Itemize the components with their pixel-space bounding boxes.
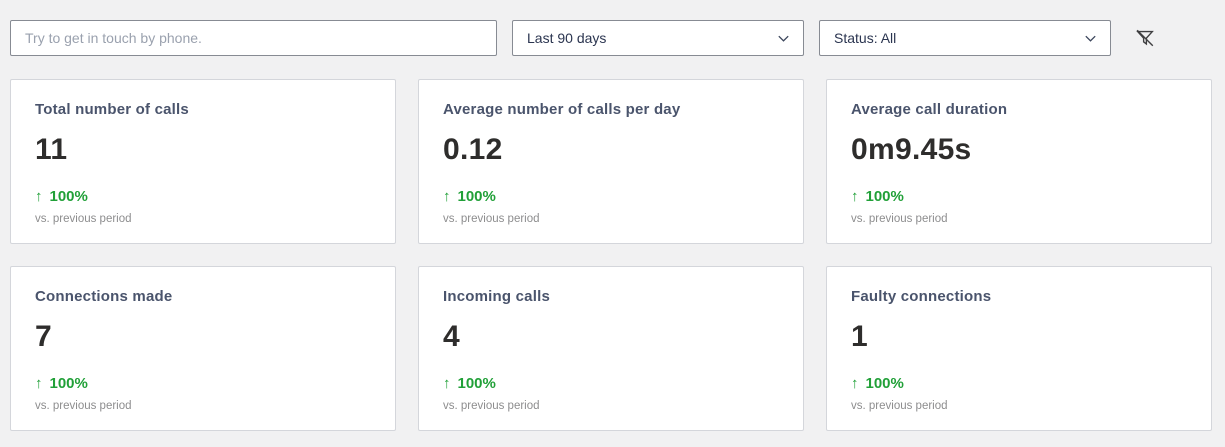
card-title: Average number of calls per day [443,101,681,118]
phone-search-input[interactable] [10,20,497,56]
trend-value: 100% [457,188,496,205]
arrow-up-icon: ↑ [443,375,451,392]
trend-value: 100% [49,188,88,205]
stat-card-avg-call-duration: Average call duration 0m9.45s ↑ 100% vs.… [826,79,1212,244]
card-title: Faulty connections [851,288,992,305]
filters-toolbar: Last 90 days Status: All [10,20,1212,56]
arrow-up-icon: ↑ [851,375,859,392]
arrow-up-icon: ↑ [35,375,43,392]
trend-indicator: ↑ 100% [851,188,1187,205]
card-title: Connections made [35,288,173,305]
comparison-caption: vs. previous period [851,213,948,225]
trend-value: 100% [865,188,904,205]
arrow-up-icon: ↑ [851,188,859,205]
trend-indicator: ↑ 100% [443,375,779,392]
call-stats-dashboard: Last 90 days Status: All Total number of… [10,20,1212,431]
comparison-caption: vs. previous period [851,400,948,412]
stat-card-avg-calls-per-day: Average number of calls per day 0.12 ↑ 1… [418,79,804,244]
comparison-caption: vs. previous period [443,213,540,225]
card-title: Incoming calls [443,288,550,305]
clear-filters-button[interactable] [1131,24,1159,52]
comparison-caption: vs. previous period [443,400,540,412]
status-value: Status: All [834,30,897,46]
card-value: 11 [35,133,68,166]
card-value: 0.12 [443,133,503,166]
comparison-caption: vs. previous period [35,400,132,412]
stats-grid: Total number of calls 11 ↑ 100% vs. prev… [10,79,1212,431]
arrow-up-icon: ↑ [35,188,43,205]
chevron-down-icon [1085,35,1096,42]
stat-card-total-calls: Total number of calls 11 ↑ 100% vs. prev… [10,79,396,244]
card-title: Total number of calls [35,101,189,118]
trend-indicator: ↑ 100% [851,375,1187,392]
stat-card-faulty-connections: Faulty connections 1 ↑ 100% vs. previous… [826,266,1212,431]
trend-value: 100% [49,375,88,392]
stat-card-connections-made: Connections made 7 ↑ 100% vs. previous p… [10,266,396,431]
status-select[interactable]: Status: All [819,20,1111,56]
chevron-down-icon [778,35,789,42]
date-range-select[interactable]: Last 90 days [512,20,804,56]
trend-value: 100% [865,375,904,392]
arrow-up-icon: ↑ [443,188,451,205]
date-range-value: Last 90 days [527,30,607,46]
card-value: 4 [443,320,460,353]
stat-card-incoming-calls: Incoming calls 4 ↑ 100% vs. previous per… [418,266,804,431]
filter-off-icon [1136,29,1154,47]
card-value: 0m9.45s [851,133,972,166]
card-value: 7 [35,320,52,353]
trend-indicator: ↑ 100% [443,188,779,205]
card-value: 1 [851,320,868,353]
comparison-caption: vs. previous period [35,213,132,225]
card-title: Average call duration [851,101,1008,118]
trend-value: 100% [457,375,496,392]
trend-indicator: ↑ 100% [35,188,371,205]
trend-indicator: ↑ 100% [35,375,371,392]
